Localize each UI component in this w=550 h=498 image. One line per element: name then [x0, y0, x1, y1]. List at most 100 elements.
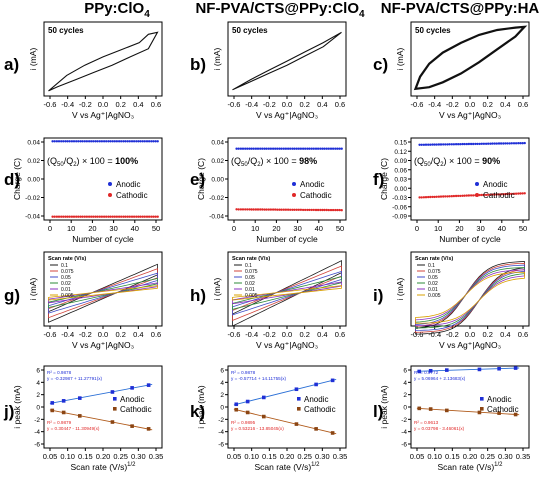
charge-point-anodic — [338, 147, 341, 150]
x-tick-label: -0.2 — [446, 100, 459, 109]
x-tick-label: -0.4 — [61, 100, 74, 109]
y-tick-label: 0.00 — [394, 186, 407, 193]
panel-label-l: l) — [373, 402, 384, 421]
charge-point-anodic — [60, 140, 63, 143]
x-tick-label: 0.05 — [43, 452, 58, 461]
charge-point-cathodic — [87, 215, 91, 218]
retention-value: 100% — [115, 156, 138, 166]
x-tick-label: -0.2 — [263, 330, 276, 339]
charge-point-cathodic — [137, 215, 140, 218]
charge-point-anodic — [250, 147, 253, 150]
legend-entry: Anodic — [483, 180, 507, 189]
charge-point-anodic — [98, 140, 102, 143]
charge-point-anodic — [109, 140, 112, 143]
charge-point-anodic — [130, 140, 134, 143]
legend-entry: 0.1 — [245, 263, 252, 269]
charge-point-cathodic — [237, 208, 240, 211]
x-axis-label-sup: 1/2 — [494, 462, 503, 468]
legend-marker — [113, 407, 117, 411]
charge-point-anodic — [418, 143, 421, 146]
plot-group-j: 0.05 0.10 0.15 0.20 0.25 0.30 0.35 -6 -4 -2 0 2 4 6 Sc… — [12, 365, 163, 472]
charge-point-anodic — [517, 142, 520, 145]
fit-r2-cathodic: R² = 0.9895 — [231, 420, 256, 425]
cv-scan-0.02 — [415, 267, 525, 329]
charge-point-cathodic — [139, 215, 142, 218]
peak-point-cathodic — [330, 431, 335, 435]
x-tick-label: 0.6 — [518, 100, 528, 109]
legend-marker — [475, 182, 479, 186]
x-tick-label: 0.2 — [299, 100, 309, 109]
fit-line-cathodic — [49, 409, 153, 431]
charge-point-cathodic — [502, 193, 505, 196]
legend-title: Scan rate (V/s) — [415, 256, 453, 262]
charge-point-anodic — [55, 140, 59, 143]
cv-scan-0.005 — [232, 285, 342, 301]
charge-point-anodic — [128, 140, 131, 143]
charge-point-anodic — [321, 147, 324, 150]
legend-entry: 0.05 — [428, 275, 438, 281]
charge-point-anodic — [439, 143, 443, 146]
charge-point-cathodic — [334, 208, 337, 212]
plot-frame — [410, 251, 530, 327]
legend-entry: Cathodic — [483, 191, 515, 200]
charge-point-anodic — [278, 147, 281, 150]
charge-point-cathodic — [474, 194, 477, 197]
fit-r2-anodic: R² = 0.9772 — [414, 370, 439, 375]
charge-point-anodic — [94, 140, 97, 143]
charge-point-anodic — [502, 142, 505, 145]
charge-point-cathodic — [308, 208, 311, 212]
annotation-cycles: 50 cycles — [48, 26, 84, 35]
column-title-1: PPy:ClO4 — [84, 0, 150, 20]
charge-point-anodic — [427, 143, 430, 146]
charge-point-anodic — [450, 143, 453, 146]
y-tick-label: 6 — [403, 368, 407, 375]
charge-point-cathodic — [274, 208, 277, 211]
peak-point-cathodic — [428, 407, 433, 411]
charge-point-anodic — [248, 147, 251, 150]
charge-point-cathodic — [85, 215, 89, 218]
y-tick-label: -0.04 — [209, 214, 224, 221]
x-tick-label: 0.10 — [427, 452, 442, 461]
charge-point-anodic — [126, 140, 129, 143]
plot-group-f: 0 10 20 30 40 50 -0.09 -0.06 -0.03 0.00 0.03 0.06 0.… — [379, 137, 530, 244]
x-tick-label: 10 — [434, 224, 442, 233]
peak-point-cathodic — [110, 420, 115, 424]
charge-point-cathodic — [143, 215, 146, 218]
charge-point-cathodic — [444, 195, 447, 198]
y-tick-label: 2 — [220, 392, 224, 399]
x-tick-label: 0.6 — [151, 330, 161, 339]
charge-point-cathodic — [297, 208, 300, 211]
charge-point-anodic — [467, 142, 471, 146]
x-tick-label: 0.25 — [297, 452, 312, 461]
charge-point-anodic — [68, 140, 71, 143]
fit-eq-cathodic: y = 0.03798 - 3.46061(x) — [414, 426, 465, 431]
legend-entry: 0.01 — [245, 287, 255, 293]
charge-point-anodic — [329, 147, 333, 150]
peak-point-anodic — [444, 368, 449, 372]
charge-point-anodic — [115, 140, 119, 143]
charge-point-anodic — [87, 140, 91, 143]
charge-point-cathodic — [312, 208, 315, 212]
peak-point-anodic — [428, 368, 433, 373]
charge-point-cathodic — [70, 215, 74, 218]
charge-point-cathodic — [254, 208, 258, 211]
charge-point-anodic — [297, 147, 300, 150]
legend-entry: Cathodic — [120, 405, 152, 414]
fit-r2-cathodic: R² = 0.9879 — [47, 420, 72, 425]
legend-entry: Anodic — [487, 395, 511, 404]
plot-group-e: 0 10 20 30 40 50 -0.04 -0.02 0.00 0.02 0.04 Number … — [196, 137, 347, 244]
charge-point-cathodic — [306, 208, 309, 212]
charge-point-anodic — [259, 147, 262, 150]
y-axis-label: i (mA) — [28, 278, 38, 301]
charge-point-cathodic — [98, 215, 102, 218]
charge-point-anodic — [271, 147, 275, 150]
charge-point-cathodic — [115, 215, 119, 218]
y-tick-label: -0.06 — [392, 204, 407, 211]
charge-point-cathodic — [96, 215, 99, 218]
charge-point-anodic — [241, 147, 245, 150]
charge-point-cathodic — [435, 195, 438, 198]
charge-point-anodic — [100, 140, 104, 143]
